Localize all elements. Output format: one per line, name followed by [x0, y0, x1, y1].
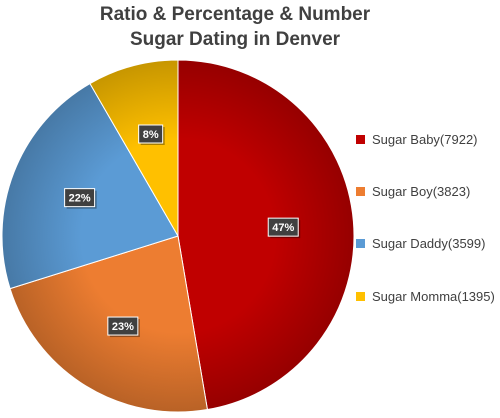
data-label-box [64, 188, 96, 208]
legend-item-sugar-daddy: Sugar Daddy(3599) [356, 235, 500, 251]
legend-swatch-sugar-momma [356, 291, 365, 301]
legend-label-sugar-momma: Sugar Momma(1395) [372, 288, 495, 304]
data-label-sugar-baby: 47% [267, 217, 301, 239]
data-label-box [138, 124, 164, 144]
data-label-text: 23% [112, 321, 134, 333]
pie-slice-sugar-baby [177, 59, 355, 411]
data-label-box [267, 217, 299, 237]
legend-swatch-sugar-baby [356, 134, 365, 144]
legend-label-sugar-daddy: Sugar Daddy(3599) [372, 235, 486, 251]
legend-swatch-sugar-boy [356, 186, 365, 196]
chart-title-line-1: Ratio & Percentage & Number [99, 4, 371, 25]
legend-label-sugar-boy: Sugar Boy(3823) [372, 183, 471, 199]
data-label-sugar-boy: 23% [107, 316, 140, 338]
legend-item-sugar-baby: Sugar Baby(7922) [356, 131, 500, 147]
data-label-sugar-daddy: 22% [64, 188, 97, 209]
pie-slice-sugar-daddy [1, 82, 179, 290]
chart-title-line-2: Sugar Dating in Denver [129, 29, 341, 50]
data-label-box [107, 316, 139, 336]
legend-swatch-sugar-daddy [356, 238, 365, 248]
data-label-text: 22% [69, 193, 91, 205]
pie-slice-sugar-momma [89, 59, 179, 238]
data-label-text: 8% [143, 129, 159, 141]
legend-item-sugar-boy: Sugar Boy(3823) [356, 183, 500, 199]
data-label-text: 47% [272, 222, 294, 234]
data-label-sugar-momma: 8% [138, 124, 165, 145]
legend-label-sugar-baby: Sugar Baby(7922) [372, 131, 478, 147]
legend-item-sugar-momma: Sugar Momma(1395) [356, 288, 500, 304]
